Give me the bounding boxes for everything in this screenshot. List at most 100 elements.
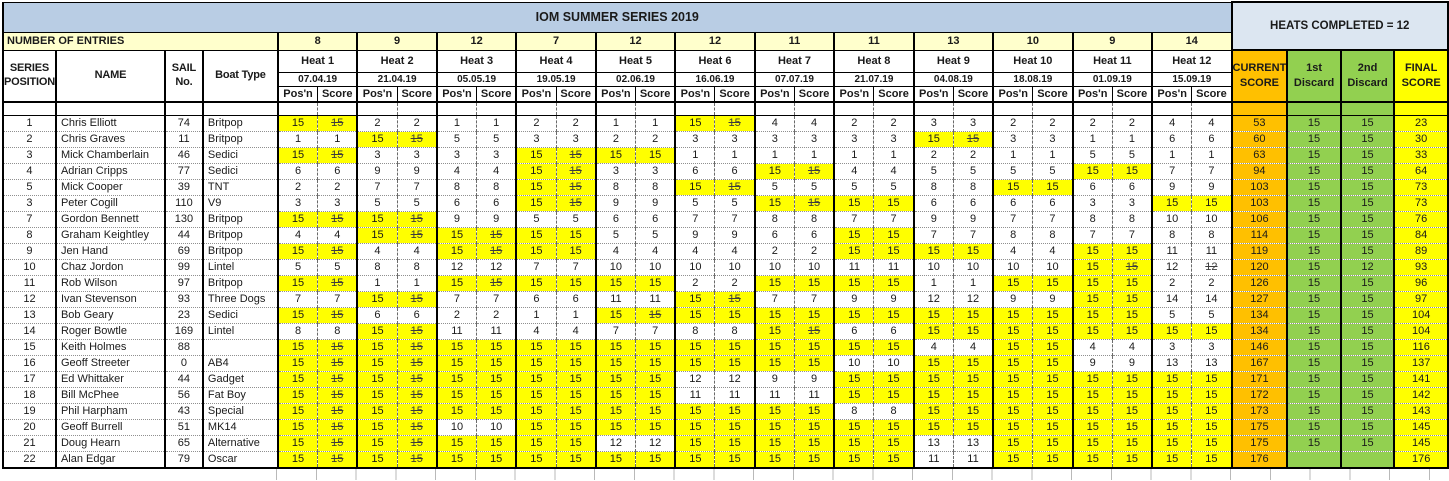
heat-score-cell[interactable]: 15 (635, 147, 676, 164)
heat-score-cell[interactable]: 4 (1111, 339, 1153, 356)
heat-date-cell[interactable]: 21.04.19 (356, 71, 438, 87)
heat-score-cell[interactable]: 11 (793, 387, 835, 404)
heat-pos-cell[interactable]: 1 (435, 115, 477, 132)
heat-pos-cell[interactable]: 4 (1151, 115, 1192, 132)
heat-score-cell[interactable]: 15 (317, 419, 358, 436)
current-score-cell[interactable]: 94 (1230, 163, 1288, 180)
heat-pos-cell[interactable]: 5 (753, 179, 795, 196)
heat-score-cell[interactable]: 15 (1032, 179, 1073, 196)
first-discard-cell[interactable]: 15 (1286, 243, 1341, 260)
sail-no-cell[interactable]: 69 (163, 243, 203, 260)
heat-score-cell[interactable]: 3 (1111, 195, 1153, 212)
boat-type-cell[interactable]: Britpop (201, 115, 278, 132)
heat-date-cell[interactable]: 07.07.19 (753, 71, 835, 87)
heat-pos-cell[interactable]: 5 (674, 195, 715, 212)
heat-pos-cell[interactable]: 15 (753, 163, 795, 180)
second-discard-cell[interactable]: 15 (1339, 131, 1395, 148)
current-score-cell[interactable]: 127 (1230, 291, 1288, 308)
heat-pos-cell[interactable]: 9 (992, 291, 1033, 308)
heat-score-cell[interactable]: 12 (714, 371, 755, 388)
heat-pos-cell[interactable]: 15 (1071, 419, 1113, 436)
second-discard-cell[interactable]: 15 (1339, 243, 1395, 260)
heat-pos-cell[interactable]: 7 (674, 211, 715, 228)
heat-score-cell[interactable]: 7 (1191, 163, 1232, 180)
name-cell[interactable]: Alan Edgar (54, 451, 165, 468)
final-score-cell[interactable]: 30 (1393, 131, 1448, 148)
second-discard-cell[interactable]: 15 (1339, 371, 1395, 388)
heat-pos-cell[interactable]: 15 (753, 419, 795, 436)
heat-score-cell[interactable]: 8 (317, 323, 358, 340)
heat-score-cell[interactable]: 15 (396, 387, 437, 404)
heat-score-cell[interactable]: 2 (555, 115, 596, 132)
final-score-cell[interactable]: 73 (1393, 195, 1448, 212)
heat-pos-cell[interactable]: 15 (435, 387, 477, 404)
first-discard-cell[interactable]: 15 (1286, 291, 1341, 308)
name-cell[interactable]: Graham Keightley (54, 227, 165, 244)
posn-header-cell[interactable]: Pos'n (356, 85, 398, 103)
heat-score-cell[interactable]: 11 (476, 323, 517, 340)
heat-pos-cell[interactable]: 15 (594, 387, 636, 404)
heat-pos-cell[interactable]: 4 (435, 163, 477, 180)
sail-no-cell[interactable]: 56 (163, 387, 203, 404)
boat-type-cell[interactable]: Sedici (201, 307, 278, 324)
heat-label-cell[interactable]: Heat 2 (356, 49, 438, 73)
boat-type-cell[interactable]: Oscar (201, 451, 278, 468)
heat-pos-cell[interactable]: 1 (753, 147, 795, 164)
heat-score-cell[interactable]: 3 (1191, 339, 1232, 356)
heat-pos-cell[interactable]: 13 (1151, 355, 1192, 372)
heat-score-cell[interactable]: 15 (476, 371, 517, 388)
entries-count-cell[interactable]: 11 (833, 31, 914, 51)
heat-pos-cell[interactable]: 15 (992, 371, 1033, 388)
heat-pos-cell[interactable]: 15 (1071, 451, 1113, 468)
heat-score-cell[interactable]: 15 (635, 371, 676, 388)
heat-pos-cell[interactable]: 15 (1151, 435, 1192, 452)
first-discard-cell[interactable]: 15 (1286, 403, 1341, 420)
heat-date-cell[interactable]: 19.05.19 (515, 71, 597, 87)
heat-score-cell[interactable]: 2 (396, 115, 437, 132)
heat-score-cell[interactable]: 8 (952, 179, 994, 196)
heat-score-cell[interactable]: 15 (555, 403, 596, 420)
heat-pos-cell[interactable]: 15 (435, 275, 477, 292)
heat-score-cell[interactable]: 9 (1032, 291, 1073, 308)
heat-score-cell[interactable]: 4 (1032, 243, 1073, 260)
series-position-cell[interactable]: 11 (3, 275, 56, 292)
heat-pos-cell[interactable]: 15 (515, 163, 557, 180)
heat-score-cell[interactable]: 6 (1191, 131, 1232, 148)
heat-score-cell[interactable]: 15 (317, 451, 358, 468)
heat-pos-cell[interactable]: 12 (435, 259, 477, 276)
second-discard-cell[interactable]: 15 (1339, 211, 1395, 228)
heat-pos-cell[interactable]: 15 (435, 339, 477, 356)
heat-pos-cell[interactable]: 5 (594, 227, 636, 244)
heat-score-cell[interactable]: 6 (635, 211, 676, 228)
name-cell[interactable]: Bill McPhee (54, 387, 165, 404)
heat-pos-cell[interactable]: 15 (833, 339, 874, 356)
boat-type-cell[interactable]: Special (201, 403, 278, 420)
heat-score-cell[interactable]: 15 (1032, 339, 1073, 356)
heat-score-cell[interactable]: 15 (396, 291, 437, 308)
heat-score-cell[interactable]: 2 (793, 243, 835, 260)
heat-pos-cell[interactable]: 8 (435, 179, 477, 196)
final-score-cell[interactable]: 76 (1393, 211, 1448, 228)
second-discard-cell[interactable]: 15 (1339, 147, 1395, 164)
first-discard-cell[interactable] (1286, 451, 1341, 468)
heat-pos-cell[interactable]: 9 (1151, 179, 1192, 196)
heat-score-cell[interactable]: 10 (952, 259, 994, 276)
entries-count-cell[interactable]: 11 (753, 31, 835, 51)
heat-pos-cell[interactable]: 15 (833, 387, 874, 404)
heat-score-cell[interactable]: 9 (793, 371, 835, 388)
heat-score-cell[interactable]: 7 (476, 291, 517, 308)
heat-score-cell[interactable]: 4 (873, 163, 914, 180)
heat-pos-cell[interactable]: 15 (992, 323, 1033, 340)
heat-score-cell[interactable]: 2 (873, 115, 914, 132)
name-cell[interactable]: Ivan Stevenson (54, 291, 165, 308)
heat-pos-cell[interactable]: 5 (435, 131, 477, 148)
heat-pos-cell[interactable]: 15 (674, 451, 715, 468)
heat-pos-cell[interactable]: 15 (356, 451, 398, 468)
current-score-cell[interactable]: 63 (1230, 147, 1288, 164)
heat-score-cell[interactable]: 7 (793, 291, 835, 308)
first-discard-cell[interactable]: 15 (1286, 387, 1341, 404)
heat-pos-cell[interactable]: 15 (833, 307, 874, 324)
heat-score-cell[interactable]: 15 (1111, 419, 1153, 436)
series-position-cell[interactable]: 9 (3, 243, 56, 260)
heat-pos-cell[interactable]: 15 (594, 275, 636, 292)
